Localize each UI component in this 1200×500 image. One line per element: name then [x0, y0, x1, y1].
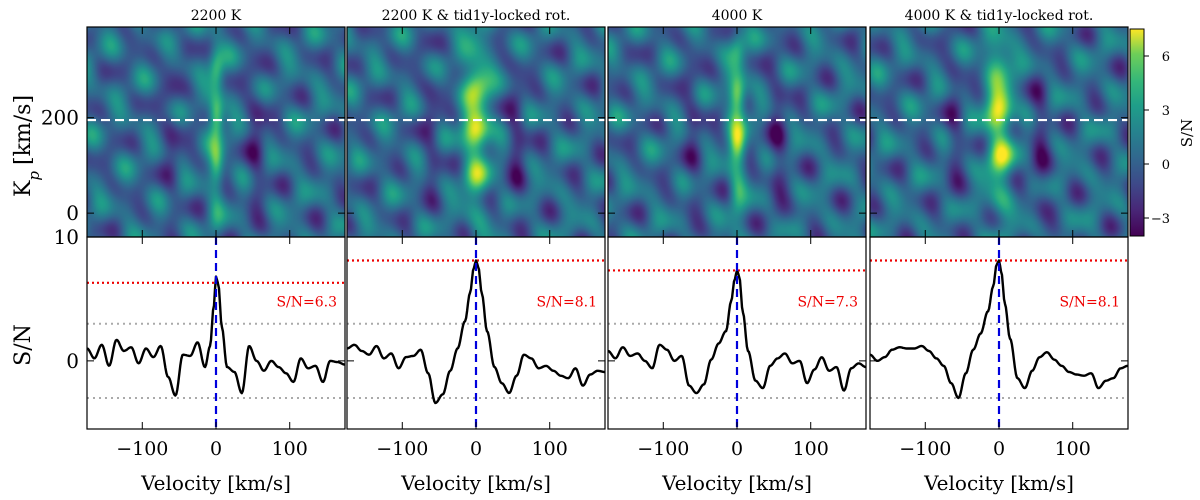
xlabel-1: Velocity [km/s]	[140, 471, 291, 495]
panel-title-4: 4000 K & tid1y-locked rot.	[905, 8, 1094, 24]
heatmap-panel-2: 2200 K & tid1y-locked rot.	[346, 8, 606, 238]
x-tick-label: 0	[731, 438, 743, 460]
xlabel-2: Velocity [km/s]	[400, 471, 551, 495]
ccf-frame-3	[607, 236, 867, 430]
colorbar-gradient	[1129, 28, 1145, 237]
ccf-panel-1: S/N=6.3 −100 0 100 0 10	[54, 225, 346, 460]
ccf-panel-3: S/N=7.3 −100 0 100	[607, 236, 867, 460]
snr-annotation: S/N=8.1	[536, 294, 597, 310]
heatmap-image-2	[347, 27, 605, 237]
x-tick-label: 100	[1055, 438, 1091, 460]
panel-title-1: 2200 K	[191, 8, 242, 24]
ccf-frame-1	[86, 236, 346, 430]
y-tick-label: 200	[41, 106, 79, 130]
x-tick-label: 100	[793, 438, 829, 460]
x-tick-label: −100	[116, 438, 168, 460]
ylabel-bottom: S/N	[11, 324, 36, 366]
x-tick-label: 100	[272, 438, 308, 460]
ccf-line	[869, 259, 1129, 400]
snr-annotation: S/N=8.1	[1059, 294, 1120, 310]
x-tick-label: −100	[637, 438, 689, 460]
heatmap-panel-4: 4000 K & tid1y-locked rot.	[869, 8, 1129, 238]
ylabel-top: Kp[km/s]	[11, 95, 43, 197]
x-tick-label: 0	[210, 438, 222, 460]
xlabel-4: Velocity [km/s]	[923, 471, 1074, 495]
colorbar-tick-label: 0	[1162, 158, 1170, 173]
snr-annotation: S/N=6.3	[276, 294, 337, 310]
xlabel-3: Velocity [km/s]	[661, 471, 812, 495]
y-tick-label: 0	[66, 349, 79, 373]
colorbar-tick-label: 3	[1162, 104, 1170, 119]
y-tick-label: 10	[54, 225, 79, 249]
heatmap-image-4	[870, 27, 1128, 237]
ccf-frame-2	[346, 236, 606, 430]
y-tick-label: 0	[66, 201, 79, 225]
x-tick-label: −100	[376, 438, 428, 460]
ccf-panel-4: S/N=8.1 −100 0 100	[869, 236, 1129, 460]
x-tick-label: 100	[532, 438, 568, 460]
colorbar-tick-label: −3	[1151, 212, 1170, 227]
x-tick-label: −100	[899, 438, 951, 460]
snr-annotation: S/N=7.3	[797, 294, 858, 310]
panel-title-2: 2200 K & tid1y-locked rot.	[382, 8, 571, 24]
panel-title-3: 4000 K	[712, 8, 763, 24]
colorbar: −3 0 3 6 S/N	[1129, 28, 1196, 237]
x-tick-label: 0	[993, 438, 1005, 460]
colorbar-label: S/N	[1178, 119, 1196, 147]
heatmap-panel-1: 2200 K 0 200	[41, 8, 346, 238]
colorbar-tick-label: 6	[1162, 50, 1170, 65]
x-tick-label: 0	[470, 438, 482, 460]
ccf-line	[346, 259, 606, 405]
heatmap-panel-3: 4000 K	[607, 8, 867, 238]
heatmap-image-1	[87, 27, 345, 237]
ccf-panel-2: S/N=8.1 −100 0 100	[346, 236, 606, 460]
ccf-frame-4	[869, 236, 1129, 430]
heatmap-image-3	[608, 27, 866, 237]
